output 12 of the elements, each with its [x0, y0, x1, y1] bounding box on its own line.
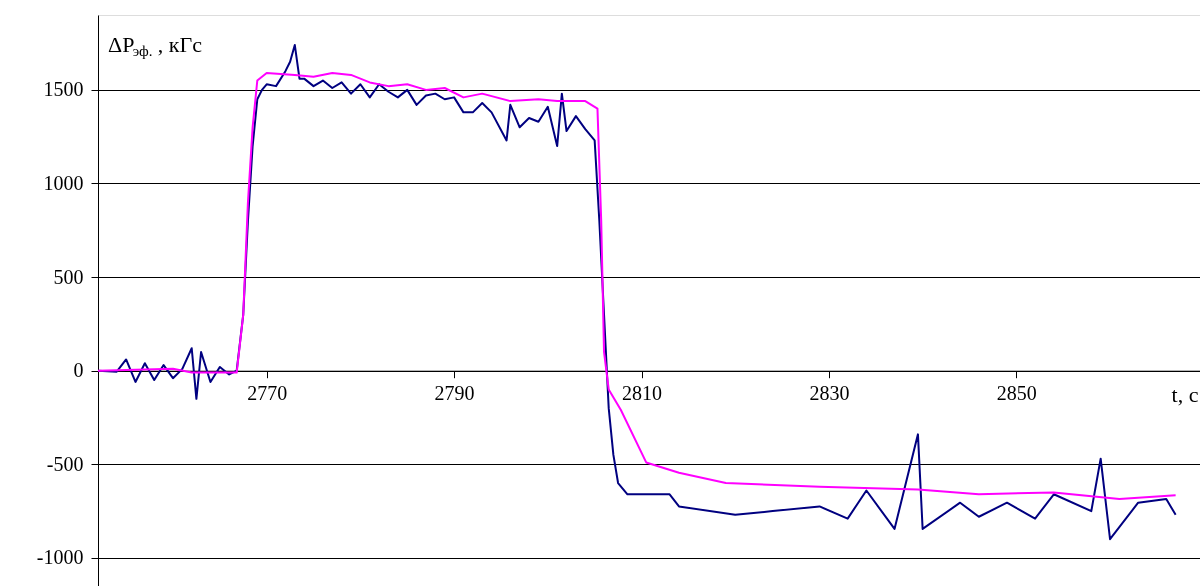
- x-tick-label: 2770: [247, 382, 288, 405]
- x-axis-title: t, c: [1171, 382, 1199, 408]
- y-tick-label: -500: [46, 452, 84, 475]
- y-tick-label: 0: [73, 359, 84, 382]
- x-tick-label: 2830: [809, 382, 850, 405]
- y-tick-label: 1500: [43, 78, 84, 101]
- y-tick-label: -1000: [36, 546, 84, 569]
- x-tick-label: 2850: [996, 382, 1037, 405]
- y-tick-label: 1000: [43, 171, 84, 194]
- y-tick-label: 500: [53, 265, 84, 288]
- x-tick-label: 2810: [622, 382, 662, 405]
- x-tick-label: 2790: [434, 382, 475, 405]
